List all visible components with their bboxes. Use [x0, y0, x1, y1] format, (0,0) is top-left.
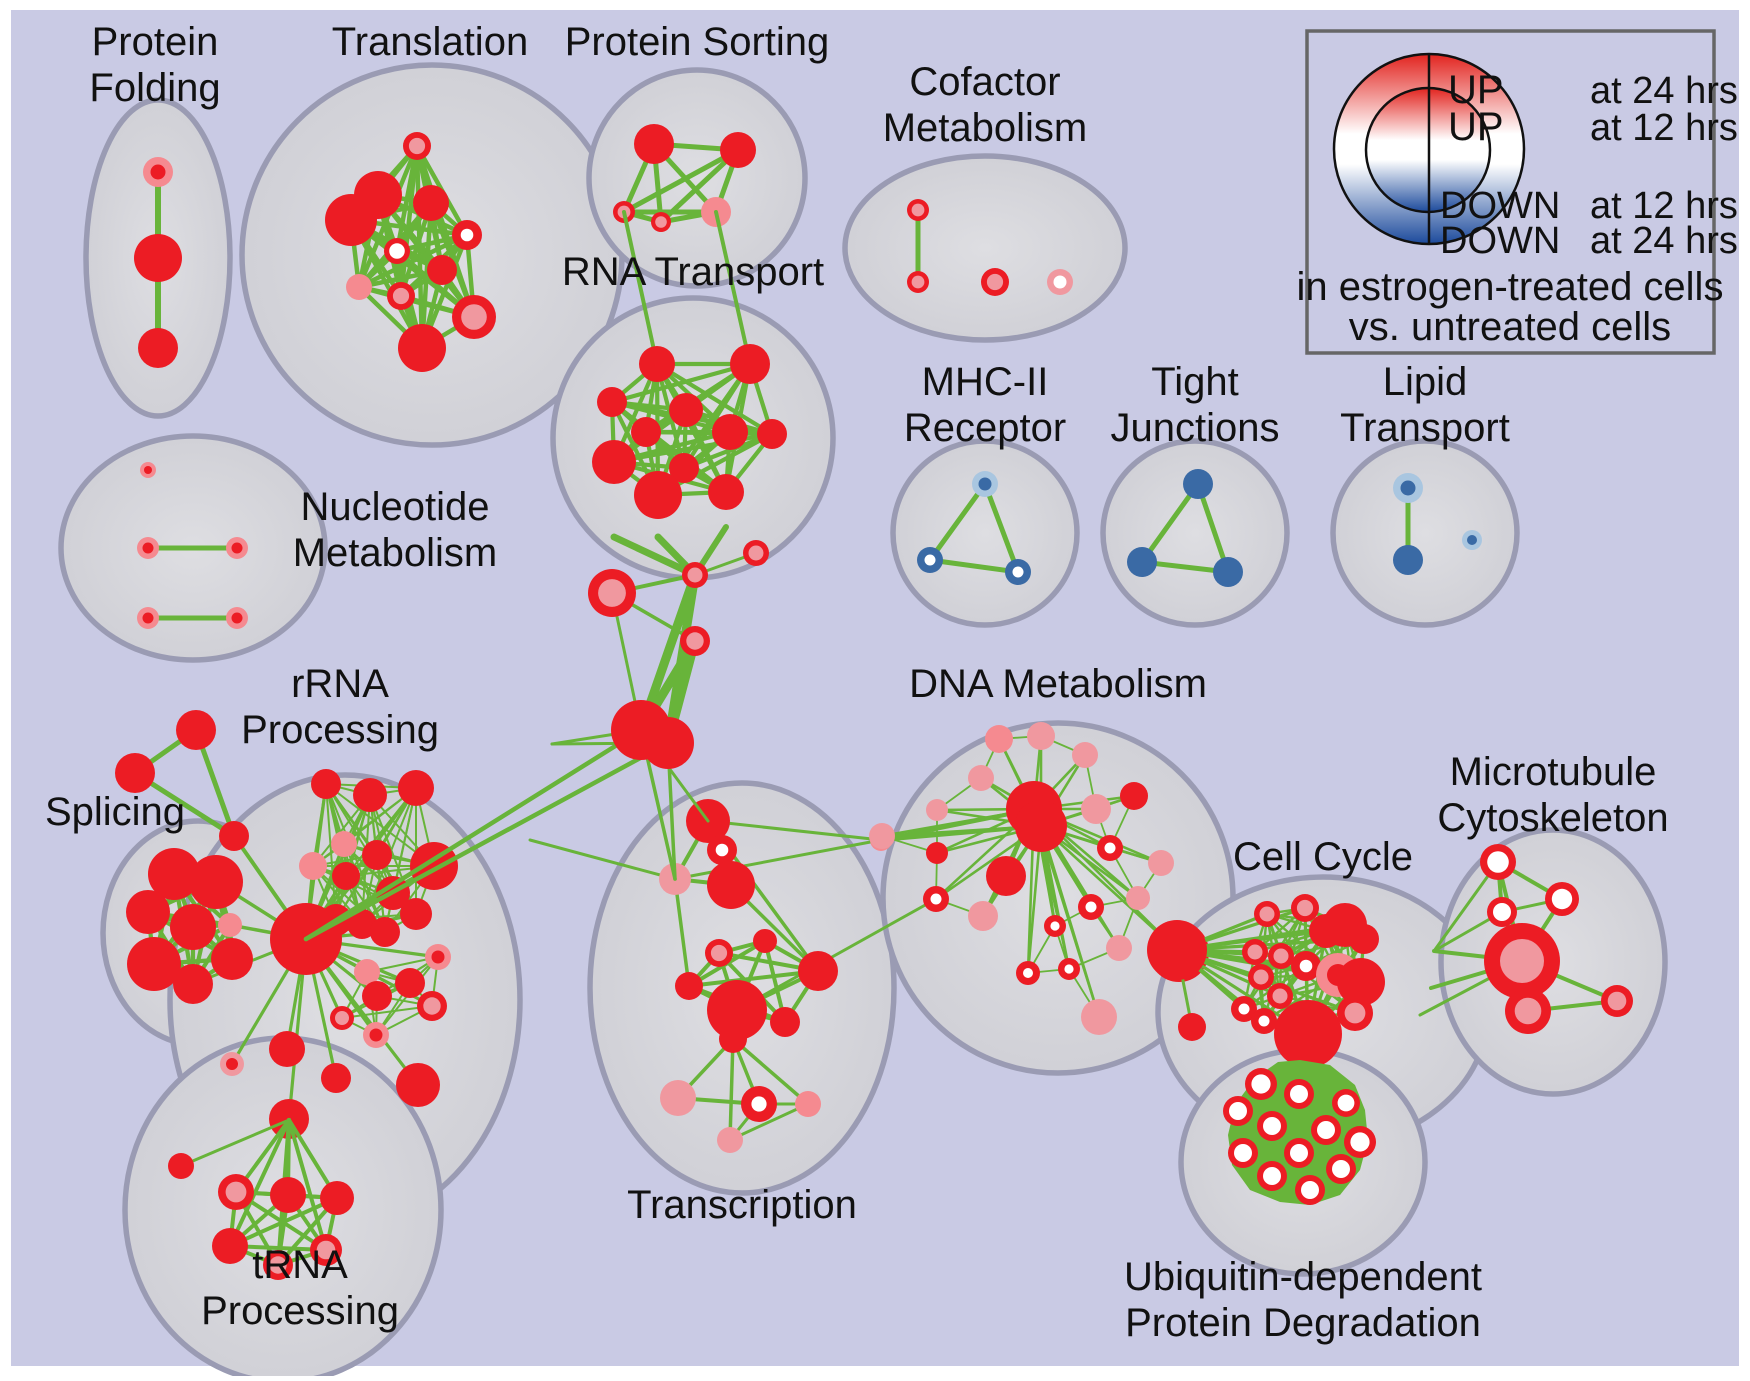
- svg-text:MHC-II: MHC-II: [922, 360, 1049, 404]
- svg-text:rRNA: rRNA: [291, 662, 389, 706]
- svg-text:at 24 hrs: at 24 hrs: [1590, 220, 1738, 262]
- svg-text:Processing: Processing: [201, 1289, 399, 1333]
- svg-text:Transcription: Transcription: [627, 1183, 857, 1227]
- svg-text:Junctions: Junctions: [1111, 406, 1280, 450]
- svg-text:Microtubule: Microtubule: [1450, 750, 1657, 794]
- svg-text:Receptor: Receptor: [904, 406, 1066, 450]
- svg-text:Transport: Transport: [1340, 406, 1510, 450]
- svg-text:Protein Sorting: Protein Sorting: [565, 20, 830, 64]
- svg-text:in estrogen-treated cells: in estrogen-treated cells: [1297, 265, 1724, 309]
- svg-text:Folding: Folding: [89, 66, 220, 110]
- svg-text:Cofactor: Cofactor: [909, 60, 1060, 104]
- svg-text:Ubiquitin-dependent: Ubiquitin-dependent: [1124, 1255, 1482, 1299]
- svg-text:Protein: Protein: [92, 20, 219, 64]
- svg-text:at 24 hrs: at 24 hrs: [1590, 70, 1738, 112]
- svg-text:tRNA: tRNA: [252, 1243, 348, 1287]
- svg-text:Cell Cycle: Cell Cycle: [1233, 835, 1413, 879]
- svg-text:at 12 hrs: at 12 hrs: [1590, 107, 1738, 149]
- svg-text:vs. untreated cells: vs. untreated cells: [1349, 305, 1671, 349]
- svg-text:Splicing: Splicing: [45, 790, 185, 834]
- svg-text:DOWN: DOWN: [1440, 220, 1560, 262]
- svg-text:Nucleotide: Nucleotide: [300, 485, 489, 529]
- svg-text:Tight: Tight: [1151, 360, 1238, 404]
- svg-text:RNA Transport: RNA Transport: [562, 250, 824, 294]
- svg-text:Translation: Translation: [332, 20, 528, 64]
- svg-text:Cytoskeleton: Cytoskeleton: [1437, 796, 1668, 840]
- svg-text:Metabolism: Metabolism: [293, 531, 498, 575]
- svg-text:Protein Degradation: Protein Degradation: [1125, 1301, 1481, 1345]
- svg-text:DNA Metabolism: DNA Metabolism: [909, 662, 1207, 706]
- svg-text:Processing: Processing: [241, 708, 439, 752]
- svg-text:Lipid: Lipid: [1383, 360, 1468, 404]
- svg-text:Metabolism: Metabolism: [883, 106, 1088, 150]
- svg-text:UP: UP: [1448, 105, 1504, 149]
